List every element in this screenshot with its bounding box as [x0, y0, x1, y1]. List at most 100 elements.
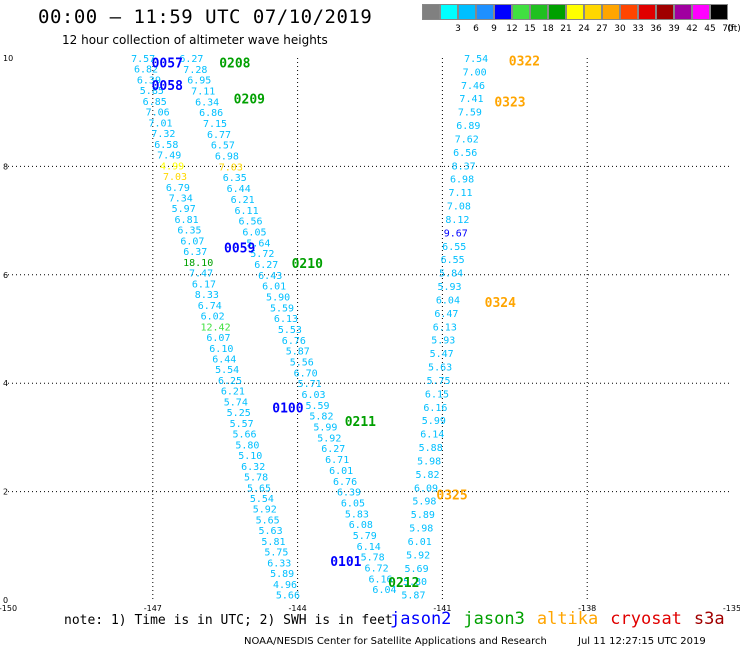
- wave-height-value: 6.07: [180, 236, 204, 247]
- colorbar-tick-label: 70: [722, 24, 734, 34]
- wave-height-value: 5.10: [238, 451, 262, 462]
- wave-height-value: 5.59: [270, 303, 294, 314]
- wave-height-value: 7.57: [131, 54, 155, 65]
- wave-height-value: 5.54: [250, 494, 274, 505]
- wave-height-value: 7.06: [146, 108, 170, 119]
- y-tick-label: 8: [3, 162, 8, 171]
- wave-height-value: 5.87: [286, 347, 310, 358]
- generation-timestamp: Jul 11 12:27:15 UTC 2019: [578, 636, 706, 647]
- pass-time-label: 0212: [388, 576, 419, 591]
- wave-height-value: 6.79: [166, 183, 190, 194]
- wave-height-value: 6.17: [192, 279, 216, 290]
- wave-height-value: 6.21: [231, 195, 255, 206]
- wave-height-value: 6.16: [423, 403, 447, 414]
- wave-height-value: 7.34: [169, 194, 193, 205]
- colorbar-tick-label: 27: [596, 24, 608, 34]
- pass-time-label: 0101: [330, 555, 361, 570]
- wave-height-value: 5.75: [264, 548, 288, 559]
- pass-time-label: 0324: [485, 296, 516, 311]
- wave-height-value: 7.41: [459, 94, 483, 105]
- wave-height-value: 7.32: [151, 129, 175, 140]
- wave-height-value: 5.82: [416, 470, 440, 481]
- wave-height-value: 5.56: [290, 358, 314, 369]
- wave-height-value: 5.80: [403, 577, 427, 588]
- pass-time-label: 0322: [509, 55, 540, 70]
- colorbar-unit-label: (ft): [727, 24, 740, 34]
- legend-item: jason3: [463, 609, 525, 629]
- x-tick-label: -147: [144, 604, 162, 613]
- wave-height-value: 5.65: [247, 483, 271, 494]
- colorbar-tick-label: 30: [614, 24, 626, 34]
- wave-height-value: 6.21: [221, 387, 245, 398]
- wave-height-value: 5.71: [298, 379, 322, 390]
- wave-height-value: 5.64: [246, 238, 270, 249]
- colorbar-tick-label: 21: [560, 24, 572, 34]
- wave-height-value: 5.65: [256, 515, 280, 526]
- x-tick-label: -141: [433, 604, 451, 613]
- wave-height-value: 7.28: [183, 65, 207, 76]
- wave-height-value: 5.66: [232, 430, 256, 441]
- wave-height-value: 6.98: [450, 175, 474, 186]
- wave-height-value: 6.37: [183, 247, 207, 258]
- wave-height-value: 6.11: [235, 206, 259, 217]
- wave-height-value: 6.13: [274, 314, 298, 325]
- pass-time-label: 0210: [292, 257, 323, 272]
- wave-height-value: 6.25: [218, 376, 242, 387]
- credit-line: NOAA/NESDIS Center for Satellite Applica…: [244, 636, 547, 647]
- wave-height-value: 5.98: [409, 524, 433, 535]
- wave-height-value: 7.11: [448, 188, 472, 199]
- wave-height-value: 6.58: [154, 140, 178, 151]
- wave-height-value: 6.57: [211, 141, 235, 152]
- wave-height-value: 5.87: [401, 591, 425, 602]
- wave-height-value: 5.81: [261, 537, 285, 548]
- wave-height-value: 5.80: [235, 440, 259, 451]
- wave-height-value: 6.85: [143, 97, 167, 108]
- wave-height-value: 6.10: [209, 344, 233, 355]
- wave-height-value: 6.81: [175, 215, 199, 226]
- y-tick-label: 4: [3, 379, 8, 388]
- wave-height-value: 5.69: [405, 564, 429, 575]
- wave-height-value: 6.39: [137, 75, 161, 86]
- wave-height-value: 12.42: [200, 322, 230, 333]
- units-note: note: 1) Time is in UTC; 2) SWH is in fe…: [64, 613, 393, 628]
- wave-height-value: 5.92: [253, 505, 277, 516]
- wave-height-value: 5.47: [430, 349, 454, 360]
- wave-height-value: 6.44: [212, 354, 236, 365]
- y-tick-label: 2: [3, 488, 8, 497]
- wave-height-value: 5.98: [412, 497, 436, 508]
- wave-height-value: 6.13: [433, 322, 457, 333]
- wave-height-value: 6.16: [368, 574, 392, 585]
- y-tick-label: 6: [3, 271, 8, 280]
- wave-height-value: 6.04: [372, 585, 396, 596]
- colorbar-swatch: [440, 4, 458, 20]
- colorbar-tick-label: 36: [650, 24, 662, 34]
- wave-height-value: 5.78: [244, 473, 268, 484]
- wave-height-value: 6.43: [258, 271, 282, 282]
- wave-height-value: 6.76: [333, 477, 357, 488]
- y-tick-label: 0: [3, 596, 8, 605]
- wave-height-value: 7.11: [191, 87, 215, 98]
- wave-height-value: 8.37: [452, 161, 476, 172]
- wave-height-value: 6.74: [198, 301, 222, 312]
- wave-height-value: 7.01: [148, 118, 172, 129]
- wave-height-value: 9.67: [444, 228, 468, 239]
- wave-height-value: 5.74: [224, 397, 248, 408]
- wave-height-value: 6.56: [453, 148, 477, 159]
- colorbar-tick-label: 45: [704, 24, 716, 34]
- wave-height-value: 5.83: [345, 509, 369, 520]
- wave-height-value: 6.98: [215, 152, 239, 163]
- colorbar-tick-label: 39: [668, 24, 680, 34]
- wave-height-value: 5.54: [215, 365, 239, 376]
- wave-height-value: 6.33: [267, 558, 291, 569]
- wave-height-value: 4.96: [273, 580, 297, 591]
- wave-height-value: 5.89: [270, 569, 294, 580]
- legend-item: altika: [536, 609, 599, 629]
- wave-height-value: 6.02: [201, 312, 225, 323]
- wave-height-value: 5.98: [417, 456, 441, 467]
- wave-height-value: 5.99: [313, 423, 337, 434]
- colorbar-tick-label: 15: [524, 24, 536, 34]
- wave-height-value: 5.59: [305, 401, 329, 412]
- pass-time-label: 0100: [272, 402, 303, 417]
- colorbar-swatch: [512, 4, 530, 20]
